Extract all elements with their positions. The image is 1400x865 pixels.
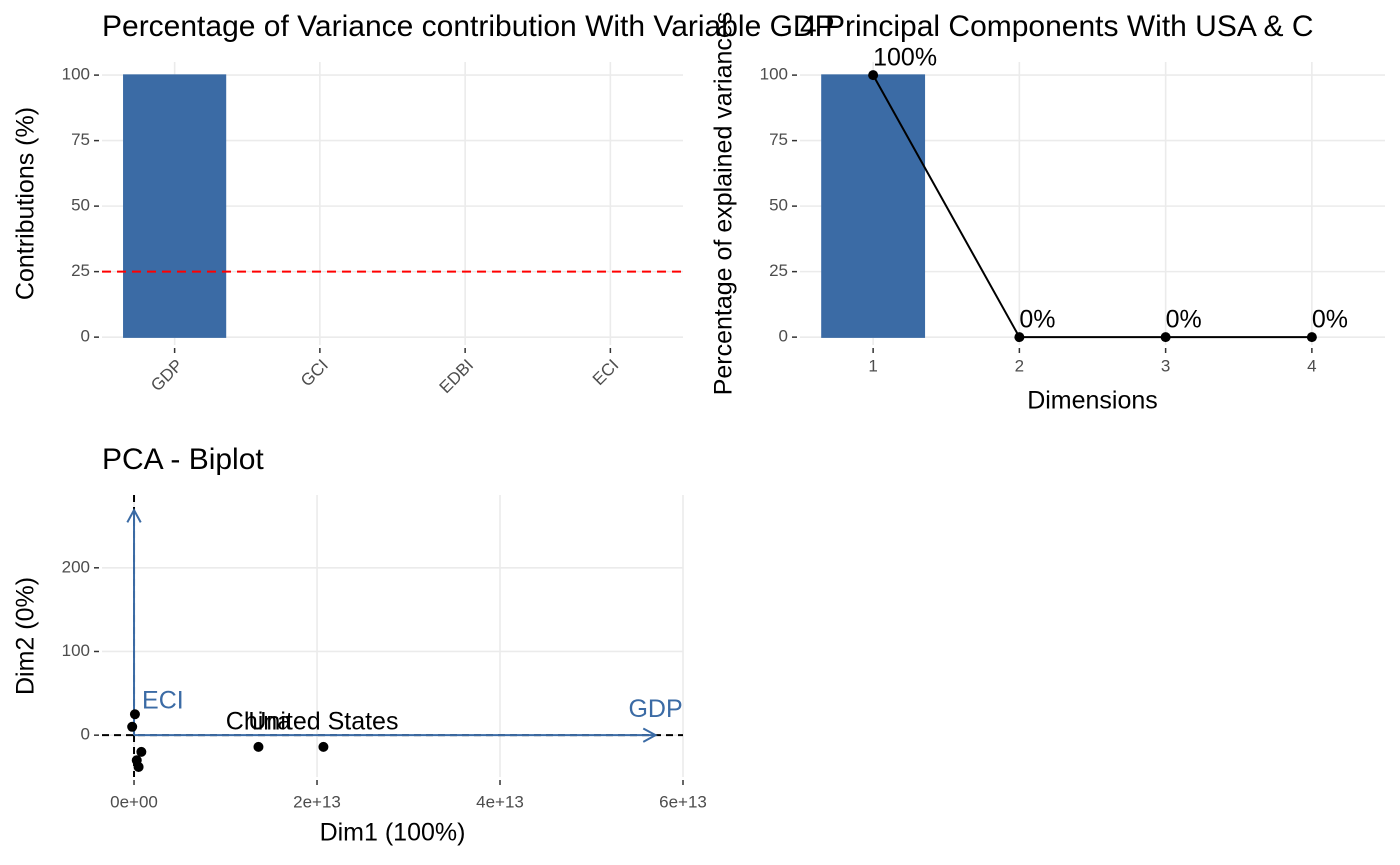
x-tick-label: 4: [1307, 356, 1316, 375]
data-label: 0%: [1312, 306, 1348, 334]
data-label: 0%: [1019, 306, 1055, 334]
x-tick-label: 1: [868, 356, 877, 375]
point: [133, 761, 144, 772]
y-tick-label: 200: [62, 557, 90, 576]
chart-title: Percentage of Variance contribution With…: [102, 10, 835, 43]
y-tick-label: 50: [71, 196, 90, 215]
data-label: 0%: [1166, 306, 1202, 334]
arrow-head: [126, 507, 142, 523]
x-tick-label: 6e+13: [659, 792, 707, 811]
line: [872, 74, 1312, 339]
bar: [123, 74, 227, 338]
x-tick-label: 2: [1015, 356, 1024, 375]
point: [1306, 332, 1317, 343]
x-tick-label: GCI: [297, 356, 332, 391]
bar: [821, 74, 926, 338]
data-label: 100%: [873, 44, 937, 72]
y-axis-label: Contributions (%): [12, 107, 40, 300]
y-tick-label: 100: [62, 641, 90, 660]
y-tick-label: 25: [71, 261, 90, 280]
x-tick-label: GDP: [147, 356, 186, 395]
y-tick-label: 25: [769, 261, 788, 280]
y-axis-label: Dim2 (0%): [12, 577, 40, 695]
x-axis-label: Dimensions: [1027, 387, 1158, 415]
arrow-head: [642, 727, 658, 743]
point: [1160, 332, 1171, 343]
chart-title: PCA - Biplot: [102, 443, 264, 476]
y-tick-label: 75: [71, 130, 90, 149]
y-axis-label: Percentage of explained variances: [710, 12, 738, 396]
point-label: China: [226, 707, 291, 735]
x-tick-label: ECI: [589, 356, 622, 389]
point: [129, 709, 140, 720]
point: [127, 721, 138, 732]
x-tick-label: 2e+13: [293, 792, 341, 811]
x-axis-label: Dim1 (100%): [320, 819, 466, 847]
y-tick-label: 75: [769, 130, 788, 149]
point: [868, 70, 879, 81]
point: [318, 741, 329, 752]
y-tick-label: 0: [779, 327, 788, 346]
y-tick-label: 0: [81, 327, 90, 346]
point-label: United States: [248, 707, 398, 735]
chart-title: 4 Principal Components With USA & C: [800, 10, 1314, 43]
point: [136, 746, 147, 757]
point: [1014, 332, 1025, 343]
y-tick-label: 0: [81, 725, 90, 744]
y-tick-label: 100: [62, 65, 90, 84]
x-tick-label: EDBI: [436, 356, 477, 397]
x-tick-label: 3: [1161, 356, 1170, 375]
arrow-label: ECI: [142, 686, 184, 714]
point: [253, 741, 264, 752]
y-tick-label: 50: [769, 196, 788, 215]
x-tick-label: 4e+13: [476, 792, 524, 811]
x-tick-label: 0e+00: [110, 792, 158, 811]
y-tick-label: 100: [760, 65, 788, 84]
arrow-label: GDP: [628, 695, 682, 723]
